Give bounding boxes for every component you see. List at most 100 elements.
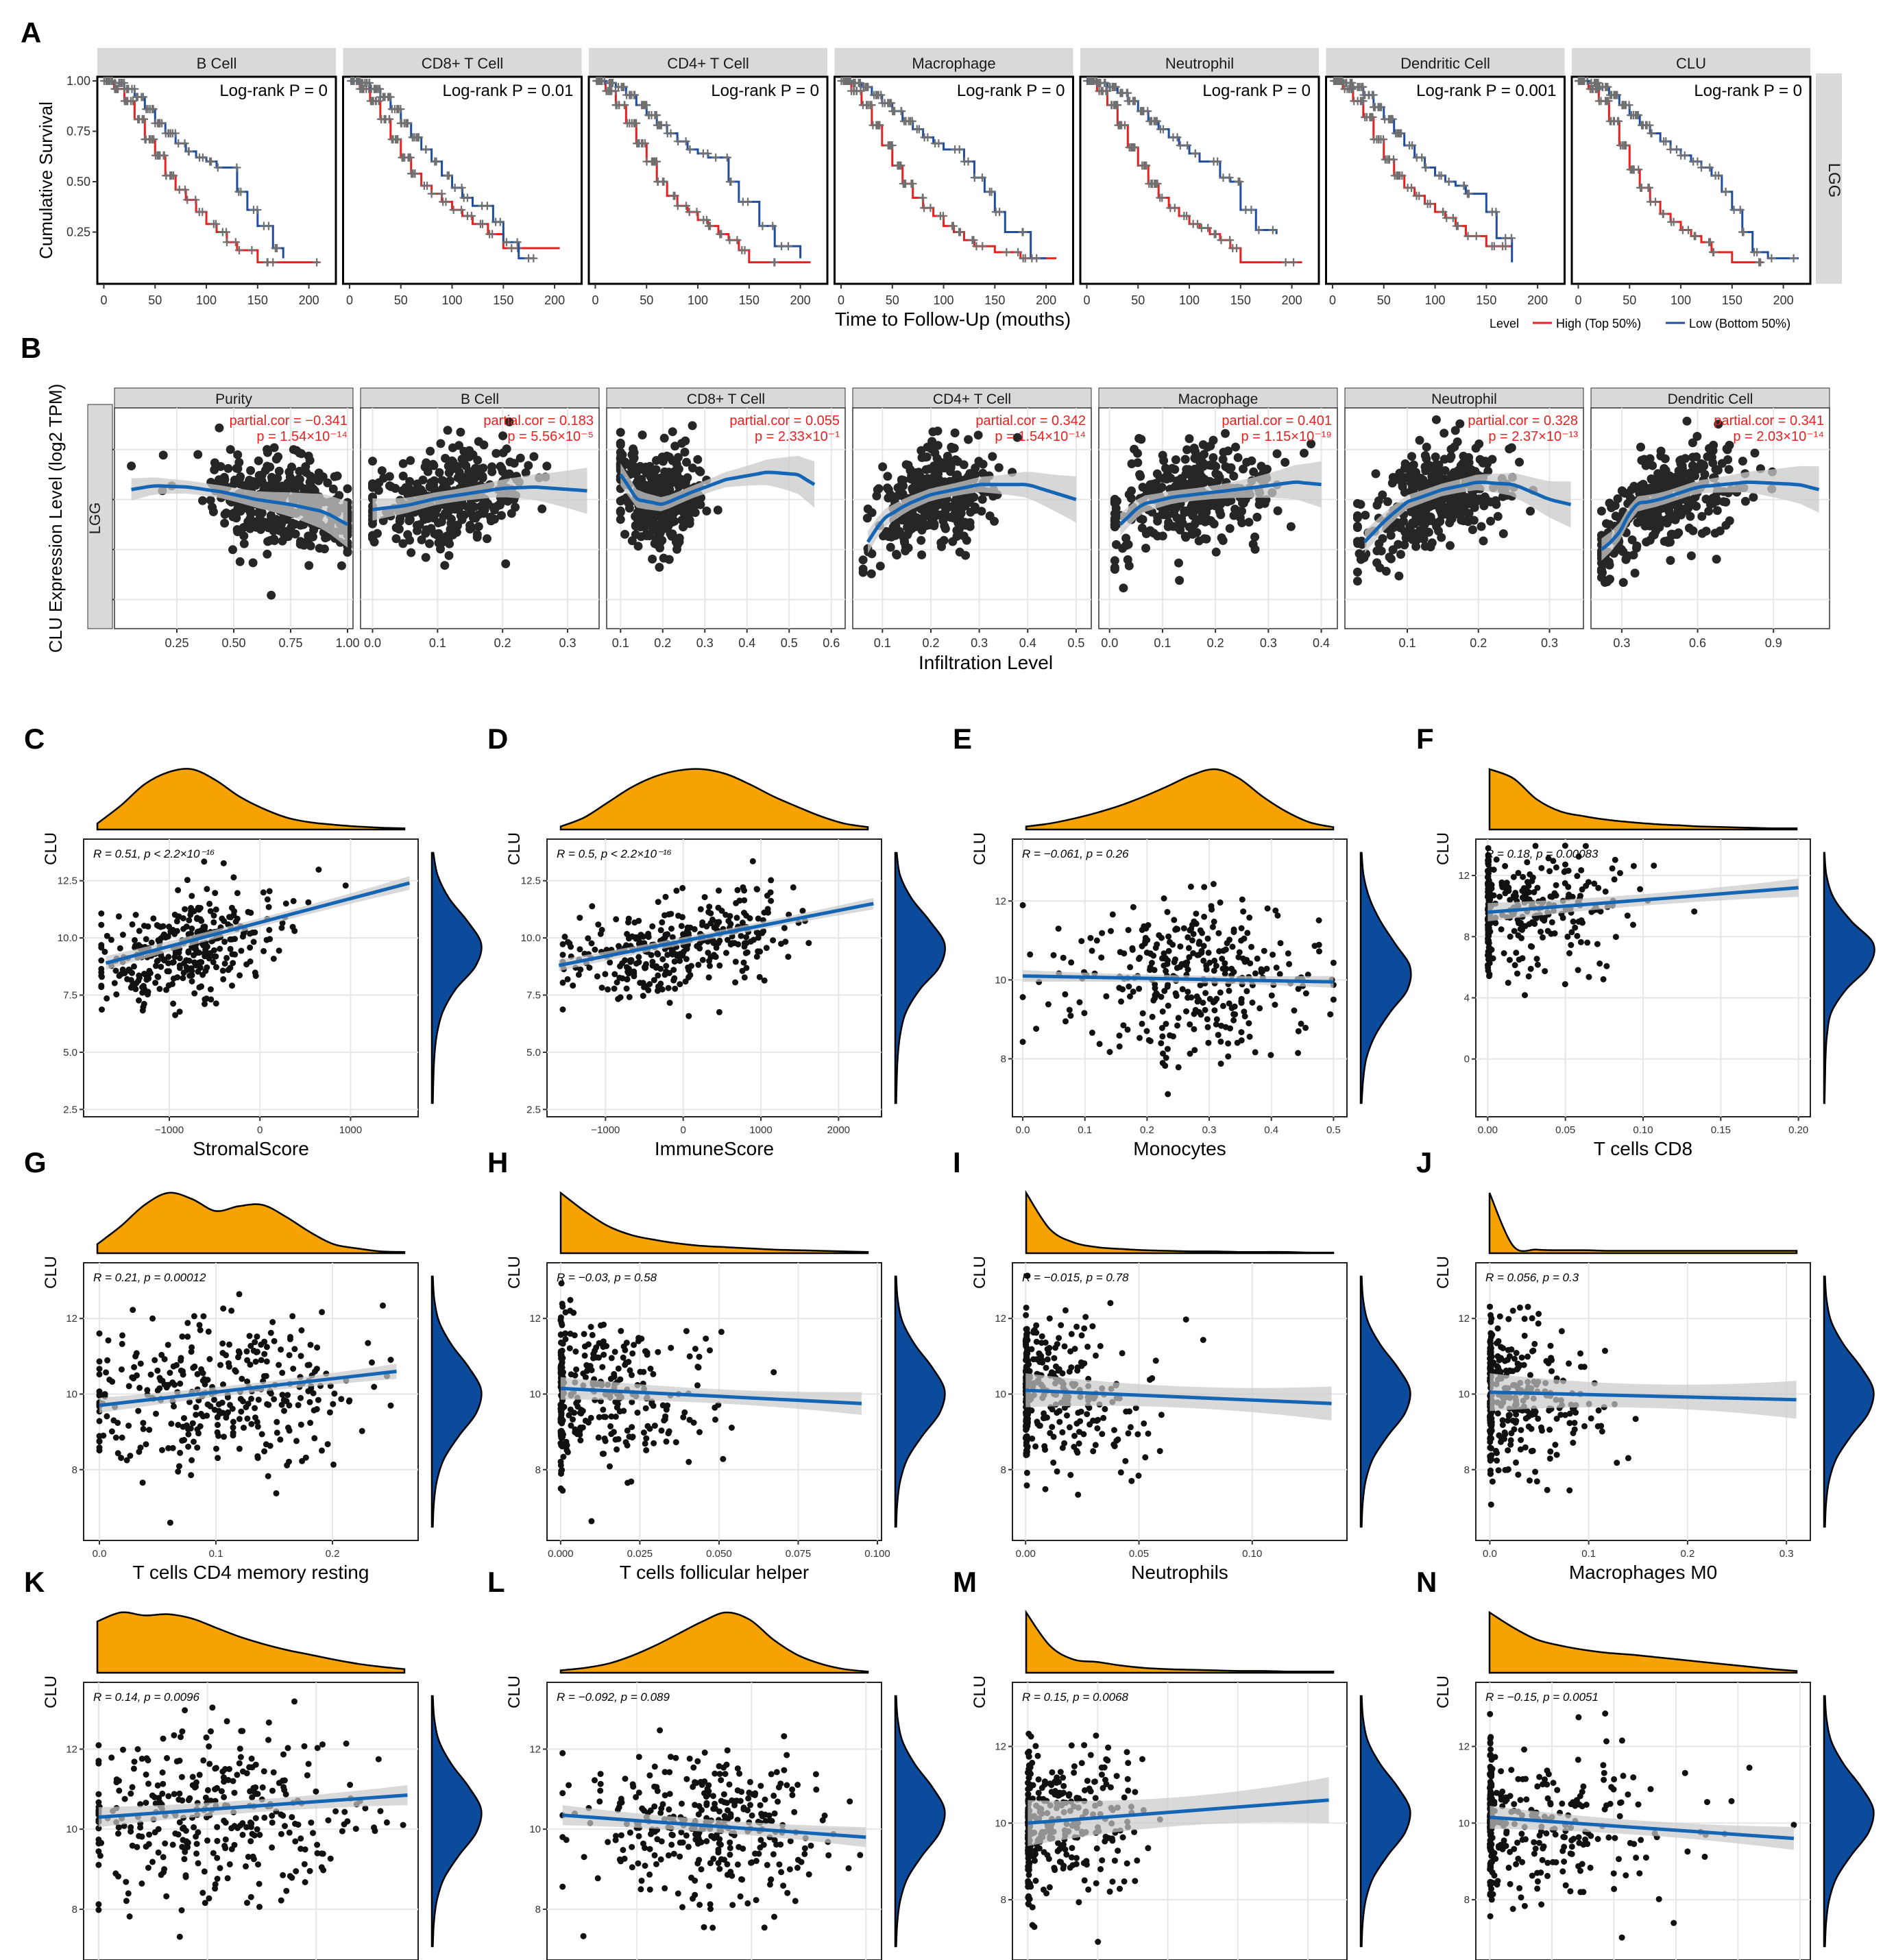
data-point <box>1226 1000 1232 1007</box>
data-point <box>696 467 705 476</box>
data-point <box>1230 926 1237 933</box>
data-point <box>1371 469 1381 479</box>
data-point <box>1147 950 1154 957</box>
data-point <box>198 959 205 966</box>
data-point <box>197 965 204 971</box>
data-point <box>1165 982 1171 988</box>
data-point <box>939 535 949 545</box>
data-point <box>598 926 605 933</box>
data-point <box>1498 529 1508 538</box>
data-point <box>219 967 226 974</box>
data-point <box>659 433 669 443</box>
partial-cor-annotation: partial.cor = 0.055 <box>729 413 840 428</box>
data-point <box>682 457 691 467</box>
data-point <box>139 1007 146 1014</box>
data-point <box>1723 445 1732 455</box>
data-point <box>1012 433 1022 442</box>
correlation-annotation: R = 0.5, p < 2.2×10⁻¹⁶ <box>557 847 672 860</box>
x-tick-label: 0.6 <box>1689 636 1706 650</box>
data-point <box>1407 452 1416 461</box>
censor-mark <box>1647 129 1656 138</box>
data-point <box>955 509 964 518</box>
data-point <box>265 462 275 472</box>
data-point <box>1711 465 1721 474</box>
data-point <box>1126 983 1132 990</box>
censor-mark <box>1241 206 1250 215</box>
data-point <box>707 954 714 960</box>
censor-mark <box>1709 247 1718 256</box>
data-point <box>1426 512 1435 522</box>
data-point <box>220 860 227 867</box>
partial-cor-annotation: partial.cor = 0.183 <box>483 413 594 428</box>
data-point <box>906 474 916 484</box>
data-point <box>701 894 708 901</box>
plot-frame <box>1570 75 1812 285</box>
correlation-annotation: R = 0.51, p < 2.2×10⁻¹⁶ <box>93 847 215 860</box>
facet-strip-label: Macrophage <box>1178 391 1259 407</box>
censor-mark <box>235 245 244 254</box>
data-point <box>502 444 511 454</box>
data-point <box>1269 952 1276 958</box>
data-point <box>738 932 744 939</box>
data-point <box>1125 927 1132 934</box>
data-point <box>1468 525 1477 535</box>
data-point <box>1190 453 1200 463</box>
x-tick-label: 0.3 <box>559 636 576 650</box>
censor-mark <box>476 219 485 228</box>
data-point <box>948 537 958 546</box>
data-point <box>683 956 690 963</box>
data-point <box>252 969 258 976</box>
data-point <box>1740 496 1750 506</box>
data-point <box>1186 954 1193 960</box>
censor-mark <box>141 135 149 144</box>
data-point <box>697 906 704 912</box>
data-point <box>1424 527 1433 537</box>
data-point <box>1217 1038 1224 1045</box>
data-point <box>264 896 271 903</box>
data-point <box>1330 959 1337 966</box>
censor-mark <box>951 145 960 154</box>
data-point <box>1522 992 1528 999</box>
data-point <box>206 900 213 907</box>
data-point <box>903 522 912 532</box>
censor-mark <box>123 84 132 93</box>
facet-strip-label: Macrophage <box>912 55 995 72</box>
data-point <box>790 884 797 891</box>
data-point <box>1201 913 1208 920</box>
data-point <box>391 523 401 533</box>
data-point <box>406 489 416 499</box>
data-point <box>765 909 771 916</box>
data-point <box>679 914 685 921</box>
data-point <box>757 948 764 955</box>
data-point <box>586 965 593 971</box>
data-point <box>1721 497 1731 507</box>
data-point <box>928 427 938 437</box>
x-tick-label: 0.0 <box>1101 636 1118 650</box>
data-point <box>1200 450 1208 459</box>
data-point <box>1180 455 1190 464</box>
data-point <box>1688 461 1697 470</box>
data-point <box>1671 473 1679 482</box>
data-point <box>716 1008 722 1015</box>
censor-mark <box>1463 232 1472 241</box>
data-point <box>132 936 138 943</box>
data-point <box>221 960 228 967</box>
data-point <box>282 515 291 524</box>
data-point <box>1130 904 1137 910</box>
censor-mark <box>1693 157 1702 166</box>
data-point <box>270 956 277 962</box>
data-point <box>625 919 631 925</box>
censor-mark <box>703 215 711 224</box>
data-point <box>990 516 999 526</box>
data-point <box>932 454 942 463</box>
data-point <box>204 964 210 971</box>
censor-mark <box>1129 97 1138 106</box>
censor-mark <box>457 206 466 215</box>
censor-mark <box>502 238 511 247</box>
data-point <box>1246 915 1253 921</box>
data-point <box>1182 445 1192 455</box>
facet-strip-label: B Cell <box>461 391 499 407</box>
censor-mark <box>619 82 628 91</box>
data-point <box>1165 1002 1171 1009</box>
